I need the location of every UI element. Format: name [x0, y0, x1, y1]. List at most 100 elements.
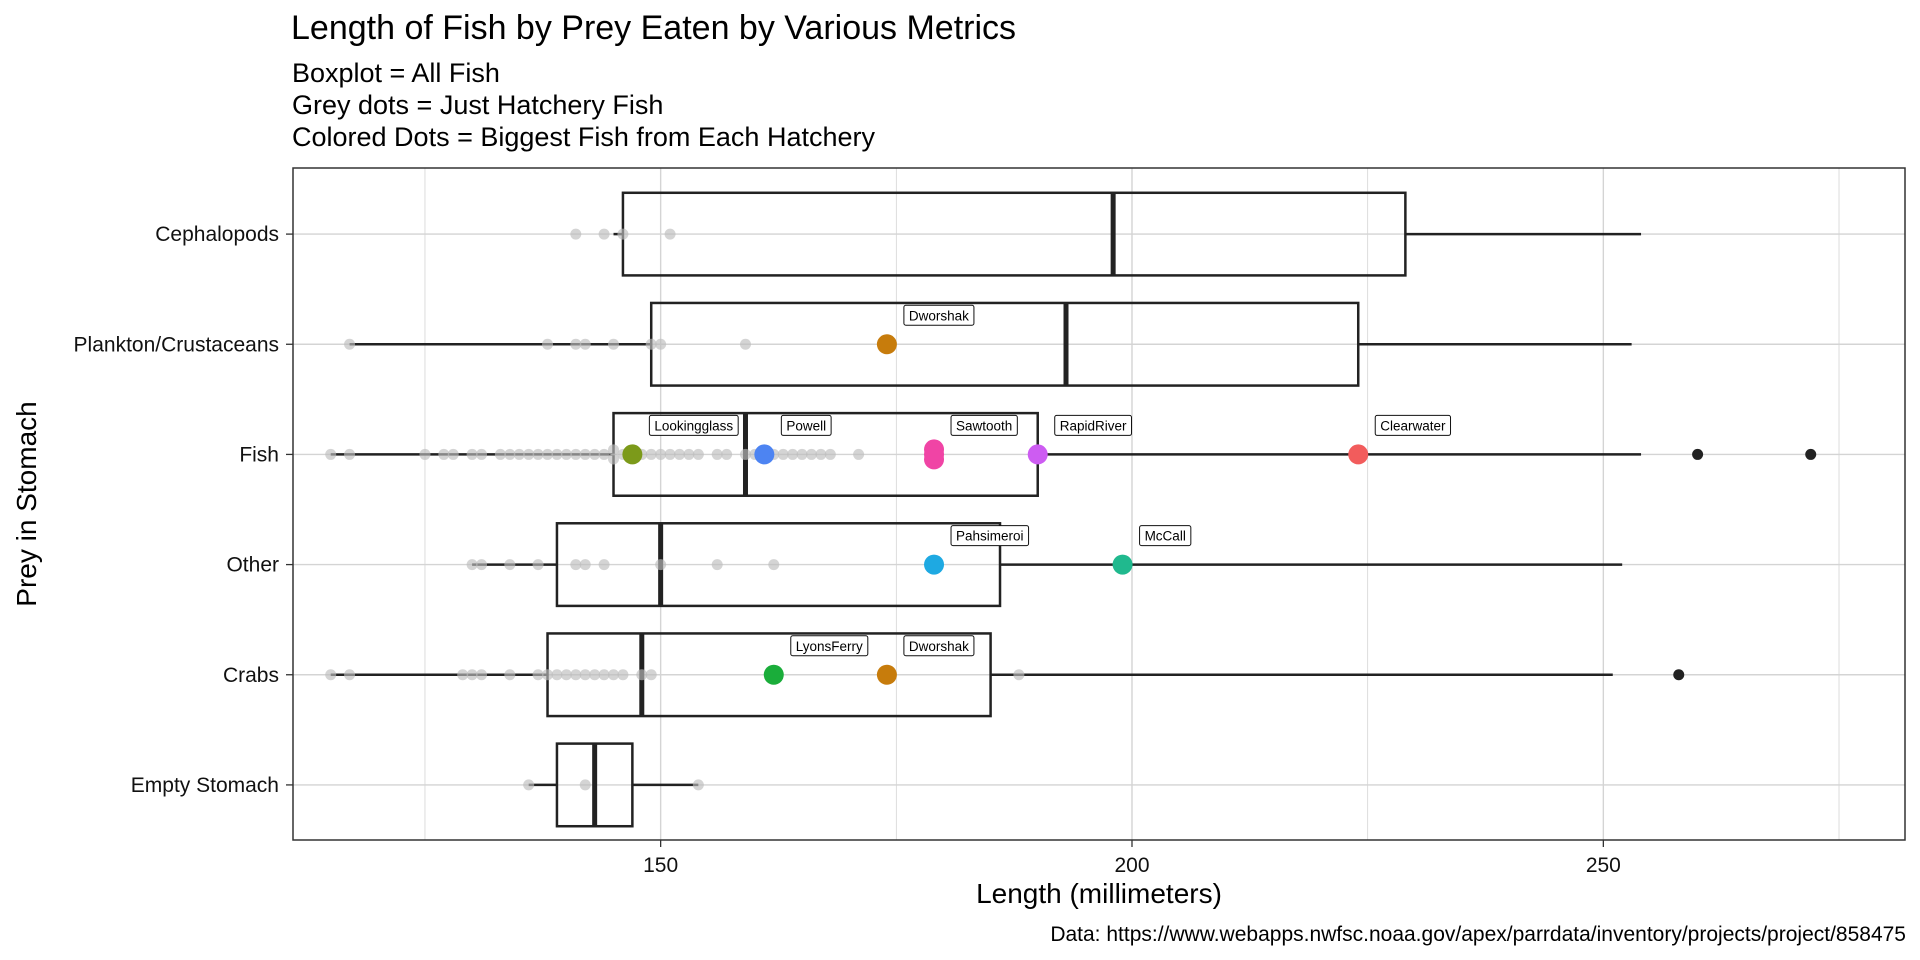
- hatchery-dot: [532, 559, 544, 571]
- label-box: [1374, 414, 1452, 436]
- hatchery-dot: [344, 338, 356, 350]
- hatchery-dot: [711, 559, 723, 571]
- hatchery-dot: [560, 669, 572, 681]
- hatchery-dot: [551, 669, 563, 681]
- hatchery-dot: [589, 448, 601, 460]
- hatchery-dot: [476, 448, 488, 460]
- hatchery-dot: [805, 448, 817, 460]
- hatchery-dot: [777, 448, 789, 460]
- hatchery-dot: [476, 669, 488, 681]
- hatchery-dot: [570, 559, 582, 571]
- label-box: [950, 525, 1030, 547]
- plot-panel-border: [292, 167, 1906, 841]
- hatchery-dot: [551, 448, 563, 460]
- hatchery-dot: [570, 228, 582, 240]
- y-tick-label: Other: [226, 554, 279, 577]
- hatchery-dot: [560, 448, 572, 460]
- hatchery-dot: [466, 669, 478, 681]
- biggest-fish-dot-dworshak: [876, 334, 897, 355]
- hatchery-dot: [683, 448, 695, 460]
- hatchery-dot: [645, 448, 657, 460]
- hatchery-dot: [325, 669, 337, 681]
- hatchery-dot: [523, 779, 535, 791]
- biggest-fish-dot-lookingglass: [622, 444, 643, 465]
- chart-subtitle-line-1: Boxplot = All Fish: [292, 58, 500, 88]
- hatchery-label-dworshak: Dworshak: [903, 635, 975, 657]
- hatchery-dot: [532, 448, 544, 460]
- hatchery-dot: [655, 448, 667, 460]
- box-other: [555, 522, 1002, 608]
- boxplots: [330, 191, 1817, 828]
- hatchery-dot: [447, 448, 459, 460]
- y-axis: Cephalopods Plankton/Crustaceans Fish Other…: [74, 223, 293, 797]
- hatchery-dot: [523, 448, 535, 460]
- y-tick-label: Plankton/Crustaceans: [74, 333, 279, 356]
- label-text: Sawtooth: [956, 418, 1012, 433]
- y-tick-label: Crabs: [223, 664, 279, 687]
- label-box: [1139, 525, 1192, 547]
- hatchery-dot: [787, 448, 799, 460]
- hatchery-dot: [476, 559, 488, 571]
- chart-caption: Data: https://www.webapps.nwfsc.noaa.gov…: [1050, 923, 1906, 946]
- hatchery-label-clearwater: Clearwater: [1374, 414, 1452, 436]
- hatchery-dot: [542, 448, 554, 460]
- hatchery-dot: [325, 448, 337, 460]
- biggest-fish-dot-mccall: [1112, 554, 1133, 575]
- hatchery-dot: [466, 559, 478, 571]
- hatchery-dot: [579, 669, 591, 681]
- label-box: [950, 414, 1018, 436]
- label-text: Dworshak: [909, 639, 969, 654]
- hatchery-dot: [664, 448, 676, 460]
- hatchery-dot: [513, 448, 525, 460]
- label-text: Dworshak: [909, 308, 969, 323]
- hatchery-dot: [721, 448, 733, 460]
- hatchery-dot: [570, 669, 582, 681]
- hatchery-label-lyonsferry: LyonsFerry: [790, 635, 869, 657]
- hatchery-label-lookingglass: Lookingglass: [648, 414, 739, 436]
- label-text: Lookingglass: [654, 418, 733, 433]
- biggest-fish-dot-sawtooth: [924, 449, 945, 470]
- hatchery-dot: [504, 669, 516, 681]
- hatchery-dot: [636, 669, 648, 681]
- hatchery-label-mccall: McCall: [1139, 525, 1192, 547]
- label-text: LyonsFerry: [796, 639, 863, 654]
- hatchery-dot: [664, 228, 676, 240]
- hatchery-dot: [598, 559, 610, 571]
- hatchery-label-rapidriver: RapidRiver: [1054, 414, 1133, 436]
- hatchery-dot: [815, 448, 827, 460]
- hatchery-dot: [579, 559, 591, 571]
- chart-subtitle-line-2: Grey dots = Just Hatchery Fish: [292, 90, 663, 120]
- biggest-fish-dot-clearwater: [1348, 444, 1369, 465]
- hatchery-dot: [532, 669, 544, 681]
- hatchery-dot: [617, 228, 629, 240]
- hatchery-dot: [570, 448, 582, 460]
- hatchery-dot: [542, 669, 554, 681]
- y-tick-label: Cephalopods: [155, 223, 279, 246]
- hatchery-dot: [504, 559, 516, 571]
- hatchery-dot: [466, 448, 478, 460]
- hatchery-dot: [598, 228, 610, 240]
- hatchery-dot: [824, 448, 836, 460]
- biggest-fish-dot-pahsimeroi: [924, 554, 945, 575]
- outlier-point: [1692, 448, 1704, 460]
- chart-subtitle-line-3: Colored Dots = Biggest Fish from Each Ha…: [292, 122, 875, 152]
- label-text: Clearwater: [1380, 418, 1446, 433]
- outlier-point: [1805, 448, 1817, 460]
- hatchery-dot: [579, 779, 591, 791]
- biggest-fish-dots: [622, 334, 1369, 685]
- hatchery-dot: [853, 448, 865, 460]
- hatchery-label-pahsimeroi: Pahsimeroi: [950, 525, 1030, 547]
- hatchery-dot: [655, 559, 667, 571]
- label-text: RapidRiver: [1060, 418, 1127, 433]
- label-box: [903, 304, 975, 326]
- hatchery-dot: [739, 338, 751, 350]
- hatchery-dot: [570, 338, 582, 350]
- y-axis-title: Prey in Stomach: [11, 401, 42, 606]
- hatchery-dot: [542, 338, 554, 350]
- hatchery-dot: [579, 448, 591, 460]
- x-tick-label: 200: [1114, 854, 1149, 877]
- hatchery-dot: [692, 779, 704, 791]
- hatchery-dot: [645, 338, 657, 350]
- hatchery-dot: [1013, 669, 1025, 681]
- hatchery-dot: [645, 669, 657, 681]
